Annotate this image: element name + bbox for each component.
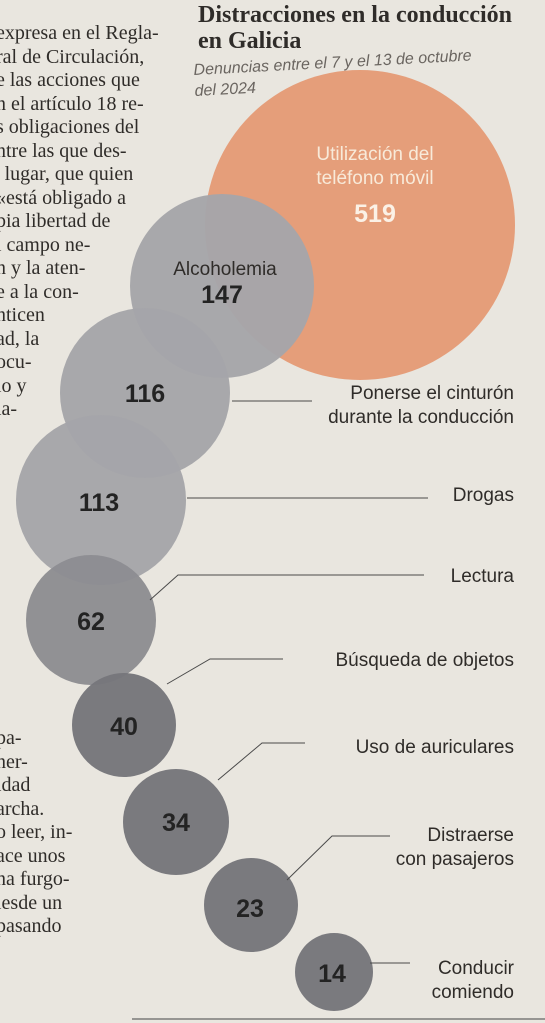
category-label: Conducir <box>438 958 515 979</box>
value-label: 116 <box>125 380 165 408</box>
category-label: Alcoholemia <box>173 259 277 280</box>
value-label: 34 <box>162 809 190 837</box>
category-label: teléfono móvil <box>316 168 433 189</box>
category-label: Drogas <box>453 485 514 506</box>
category-label: Ponerse el cinturón <box>350 383 514 404</box>
value-label: 519 <box>354 200 396 228</box>
value-label: 40 <box>110 713 138 741</box>
category-label: con pasajeros <box>396 849 514 870</box>
category-label: durante la conducción <box>328 407 514 428</box>
category-label: Búsqueda de objetos <box>335 650 514 671</box>
value-label: 14 <box>318 960 346 988</box>
category-label: comiendo <box>432 982 514 1003</box>
category-label: Utilización del <box>316 144 433 165</box>
leader-line-7 <box>287 836 390 880</box>
value-label: 62 <box>77 608 105 636</box>
category-label: Lectura <box>451 566 515 587</box>
value-label: 147 <box>201 281 243 309</box>
leader-line-5 <box>167 659 283 684</box>
value-label: 23 <box>236 895 264 923</box>
category-label: Distraerse <box>427 825 514 846</box>
leader-line-6 <box>218 743 305 780</box>
leader-line-4 <box>150 575 424 600</box>
value-label: 113 <box>79 489 119 517</box>
category-label: Uso de auriculares <box>356 737 514 758</box>
